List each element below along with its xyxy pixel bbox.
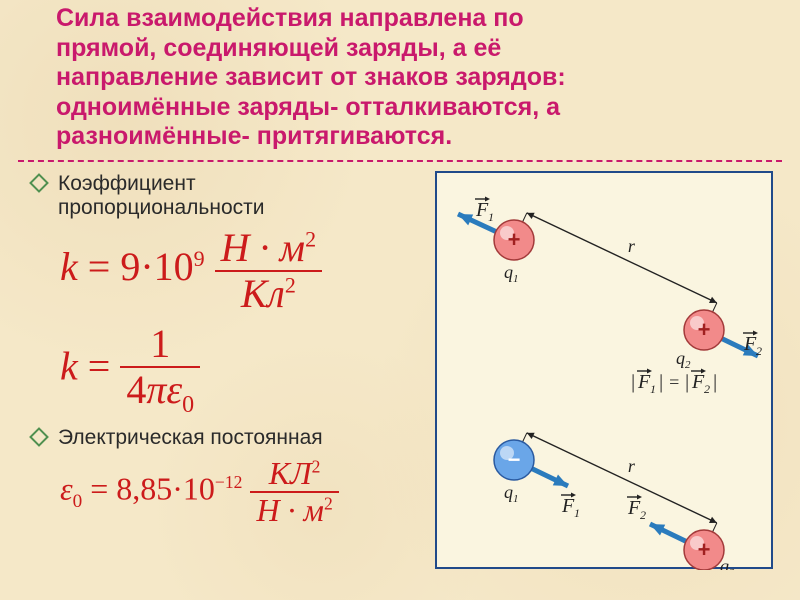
- svg-text:r: r: [628, 455, 636, 475]
- svg-text:q: q: [504, 262, 513, 282]
- bullet-1-line-1: Коэффициент: [58, 172, 196, 195]
- unit-top-e: КЛ: [269, 455, 312, 491]
- bullet-1-line-2: пропорциональности: [58, 196, 265, 219]
- left-column: Коэффициент пропорциональности k = 9·109…: [32, 166, 412, 570]
- unit-bot-k: Кл: [241, 271, 285, 316]
- svg-text:|: |: [630, 371, 636, 393]
- svg-text:2: 2: [704, 382, 710, 396]
- content-area: Коэффициент пропорциональности k = 9·109…: [0, 166, 800, 570]
- one: 1: [150, 321, 170, 366]
- right-column: r++F1F2q1q2|F1|=|F2|r−+F1F2q1q2: [420, 166, 788, 570]
- svg-text:+: +: [698, 537, 711, 562]
- formula-k-fraction: k = 1 4πε0: [60, 322, 412, 418]
- eps-sub: 0: [182, 392, 194, 418]
- svg-text:|: |: [684, 371, 690, 393]
- svg-text:1: 1: [513, 493, 519, 505]
- svg-text:F: F: [475, 199, 489, 221]
- val-9: 9: [120, 244, 140, 289]
- title-line-1: Сила взаимодействия направлена по: [56, 4, 524, 32]
- sym-k2: k: [60, 343, 78, 388]
- bullet-constant: Электрическая постоянная: [32, 426, 412, 450]
- svg-text:1: 1: [650, 382, 656, 396]
- pi: π: [146, 367, 166, 412]
- svg-text:=: =: [668, 372, 680, 392]
- svg-text:F: F: [637, 371, 651, 393]
- svg-text:q: q: [676, 348, 685, 368]
- svg-text:|: |: [712, 371, 718, 393]
- eps: ε: [166, 367, 182, 412]
- sym-eq3: =: [90, 470, 116, 506]
- svg-text:r: r: [628, 235, 636, 255]
- val-10b: 10: [183, 470, 215, 506]
- svg-text:F: F: [743, 333, 757, 355]
- svg-text:|: |: [658, 371, 664, 393]
- svg-text:q: q: [720, 556, 729, 570]
- eps2: ε: [60, 470, 73, 506]
- charges-diagram: r++F1F2q1q2|F1|=|F2|r−+F1F2q1q2: [434, 170, 774, 570]
- unit-top-k: Н · м: [221, 225, 305, 270]
- val-8: 8: [116, 470, 132, 506]
- svg-text:1: 1: [574, 506, 580, 520]
- svg-text:F: F: [627, 497, 641, 519]
- unit-bot-e-sq: 2: [324, 493, 333, 513]
- dot-2: ·: [172, 470, 183, 506]
- formula-eps-value: ε0 = 8,85·10−12 КЛ2 Н · м2: [60, 456, 412, 528]
- exp-9: 9: [194, 245, 205, 270]
- unit-top-e-sq: 2: [312, 456, 321, 476]
- svg-text:+: +: [698, 317, 711, 342]
- unit-bot-e: Н · м: [256, 492, 324, 528]
- four: 4: [126, 367, 146, 412]
- exp-m12: −12: [215, 472, 243, 492]
- unit-top-k-sq: 2: [305, 226, 316, 251]
- svg-text:1: 1: [488, 210, 494, 224]
- sym-eq2: =: [88, 343, 121, 388]
- svg-text:−: −: [508, 447, 521, 472]
- bullet-coefficient: Коэффициент пропорциональности: [32, 172, 412, 220]
- svg-text:q: q: [504, 482, 513, 502]
- title-line-4: одноимённые заряды- отталкиваются, а: [56, 93, 560, 121]
- unit-frac-k: Н · м2 Кл2: [215, 226, 322, 316]
- sym-k: k: [60, 244, 78, 289]
- title-line-5: разноимённые- притягиваются.: [56, 122, 452, 150]
- title-line-2: прямой, соединяющей заряды, а её: [56, 34, 501, 62]
- svg-text:1: 1: [513, 273, 519, 285]
- diamond-icon: [29, 427, 49, 447]
- unit-frac-eps: КЛ2 Н · м2: [250, 456, 338, 528]
- val-85: 85: [140, 470, 172, 506]
- eps2-sub: 0: [73, 491, 83, 512]
- k-frac: 1 4πε0: [120, 322, 200, 418]
- svg-text:F: F: [561, 495, 575, 517]
- val-10a: 10: [154, 244, 194, 289]
- diamond-icon: [29, 173, 49, 193]
- formula-k-value: k = 9·109 Н · м2 Кл2: [60, 226, 412, 316]
- svg-text:2: 2: [640, 508, 646, 522]
- title-block: Сила взаимодействия направлена по прямой…: [0, 0, 800, 160]
- dot-1: ·: [140, 244, 153, 289]
- title-line-3: направление зависит от знаков зарядов:: [56, 63, 566, 91]
- svg-text:F: F: [691, 371, 705, 393]
- unit-bot-k-sq: 2: [285, 272, 296, 297]
- sym-eq: =: [88, 244, 121, 289]
- svg-text:2: 2: [685, 359, 691, 371]
- svg-text:2: 2: [756, 344, 762, 358]
- separator-rule: [18, 160, 782, 162]
- svg-text:2: 2: [729, 567, 735, 570]
- svg-text:+: +: [508, 227, 521, 252]
- bullet-2: Электрическая постоянная: [58, 426, 323, 449]
